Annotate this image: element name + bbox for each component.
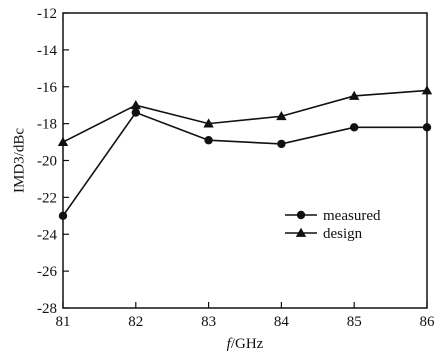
legend-entry-design: design [285,226,363,242]
x-axis-label: f/GHz [227,336,264,352]
y-tick-label: -22 [37,190,57,206]
series-line-measured [62,111,427,217]
data-point-design [276,111,287,121]
y-tick-label: -18 [37,117,57,133]
legend-entry-measured: measured [285,208,381,224]
legend-label: design [323,226,363,242]
legend-marker [295,227,307,237]
legend-label: measured [323,208,381,224]
legend: measured design [285,208,381,242]
y-tick-label: -24 [37,227,57,243]
y-tick-label: -16 [37,80,57,96]
y-tick-label: -20 [37,154,57,170]
series-measured [58,108,432,221]
data-point-measured [204,136,213,145]
x-tick-label: 81 [56,314,71,330]
y-tick-label: -26 [37,264,57,280]
legend-marker [296,210,306,220]
y-axis-label: IMD3/dBc [11,128,27,193]
x-tick-label: 84 [274,314,290,330]
x-tick-label: 85 [347,314,362,330]
plot-frame [62,12,428,309]
x-tick-label: 86 [420,314,435,330]
x-tick-label: 83 [201,314,216,330]
data-point-measured [277,139,286,149]
x-tick-label: 82 [128,314,143,330]
data-point-design [203,118,214,128]
series-layer [57,85,433,221]
data-point-measured [350,123,359,132]
x-axis-label-italic: f [227,336,233,352]
data-point-design [349,90,360,100]
x-axis-label-unit: /GHz [231,336,264,352]
series-line-design [62,89,428,143]
y-tick-label: -14 [37,43,57,59]
ticks-layer: 81 82 83 84 85 86 -12 -14 -16 -18 -20 -22 -24 -26 -28 [37,6,435,330]
data-point-measured [131,108,140,117]
data-point-design [130,99,141,110]
y-tick-label: -28 [37,301,57,317]
series-design [57,85,433,146]
y-tick-label: -12 [37,6,57,22]
